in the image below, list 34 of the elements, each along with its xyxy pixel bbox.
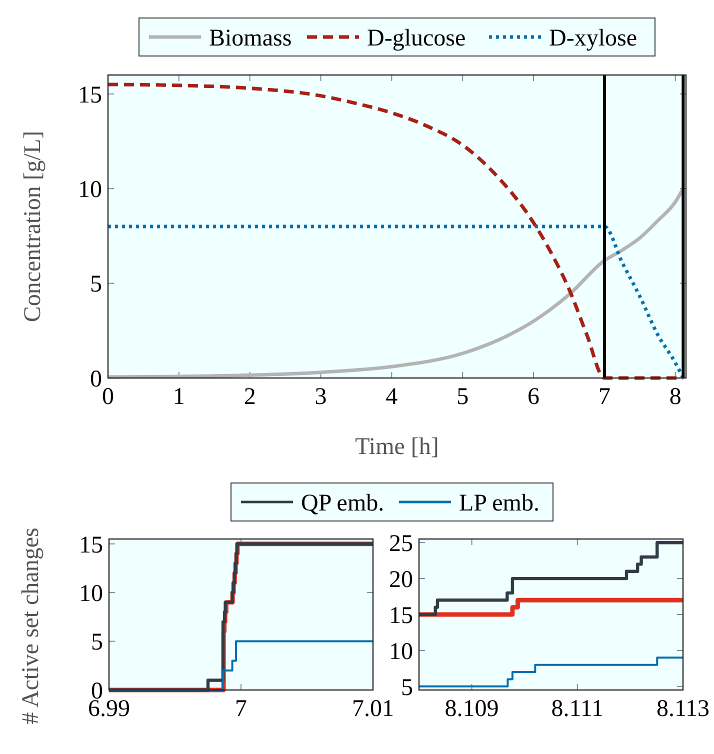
y-tick-label: 10 (78, 177, 102, 204)
x-tick-label: 6 (528, 384, 540, 410)
legend-label: D-glucose (367, 25, 466, 52)
legend-label: QP emb. (301, 490, 384, 516)
x-tick-label: 8 (669, 384, 682, 410)
y-tick-label: 5 (90, 272, 102, 298)
y-tick-label: 10 (79, 580, 103, 607)
y-axis-title: # Active set changes (18, 528, 44, 724)
y-tick-label: 15 (79, 532, 103, 558)
x-tick-label: 2 (244, 384, 256, 410)
y-tick-label: 5 (401, 674, 413, 701)
legend-label: D-xylose (549, 25, 637, 52)
x-tick-label: 7 (235, 696, 247, 722)
x-axis-title: Time [h] (355, 434, 439, 460)
x-tick-label: 4 (386, 384, 398, 410)
x-tick-label: 5 (456, 384, 469, 410)
y-tick-label: 25 (389, 530, 413, 557)
y-tick-label: 15 (389, 602, 413, 629)
x-tick-label: 7 (598, 384, 610, 410)
x-tick-label: 8.113 (656, 696, 710, 722)
y-tick-label: 10 (389, 638, 413, 665)
y-tick-label: 15 (78, 82, 102, 108)
legend-label: Biomass (209, 25, 292, 52)
x-tick-label: 7.01 (352, 696, 394, 722)
x-tick-label: 3 (314, 384, 327, 410)
legend-label: LP emb. (459, 490, 540, 516)
y-tick-label: 5 (91, 630, 103, 656)
x-tick-label: 8.111 (551, 696, 604, 722)
y-tick-label: 20 (389, 566, 413, 593)
x-tick-label: 1 (172, 384, 185, 410)
line-series (106, 82, 685, 380)
y-axis-title: Concentration [g/L] (20, 130, 46, 322)
x-tick-label: 8.109 (444, 696, 499, 722)
y-tick-label: 0 (90, 366, 102, 392)
